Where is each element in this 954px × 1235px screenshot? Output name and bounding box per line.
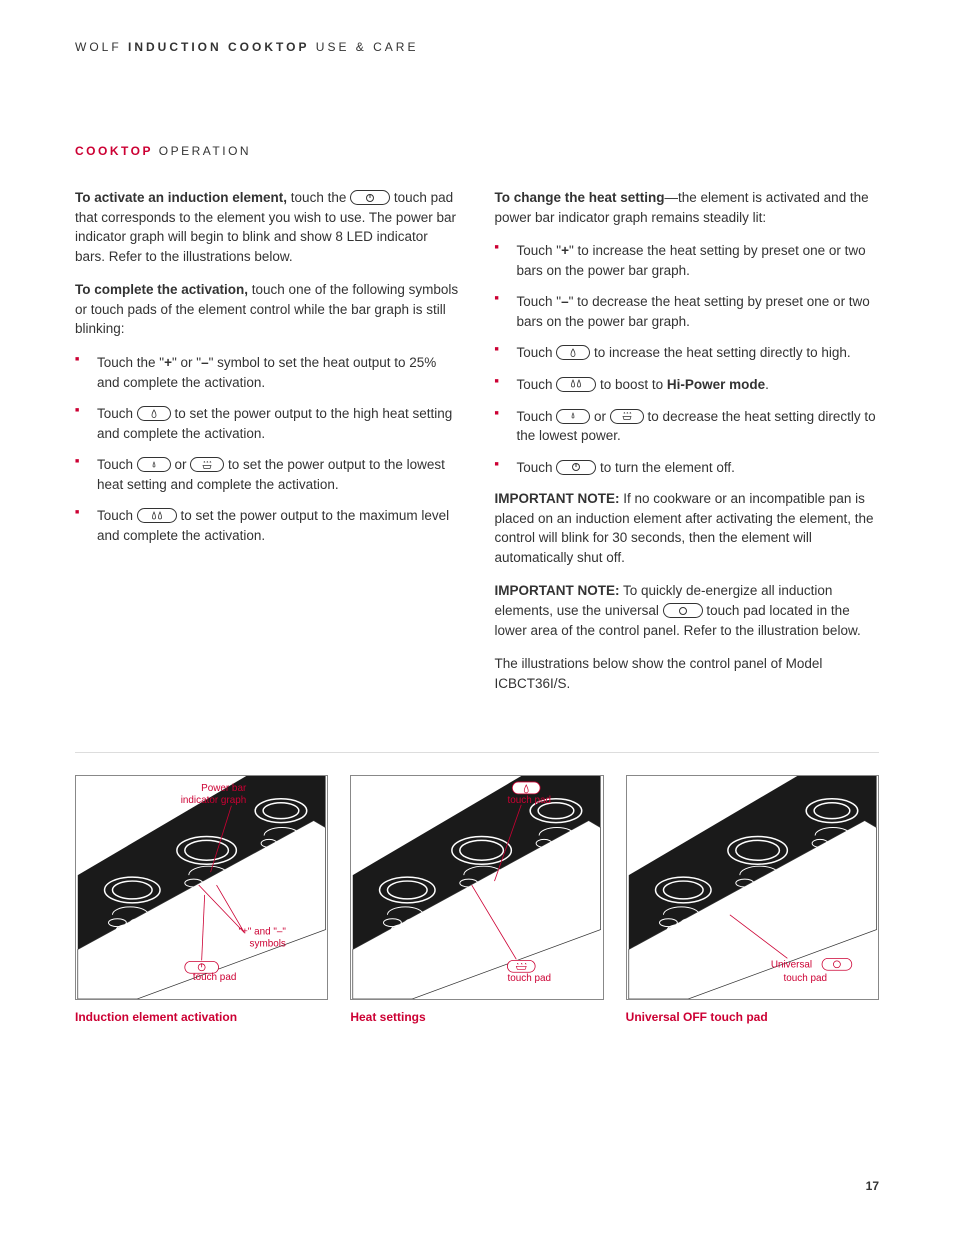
left-p2: To complete the activation, touch one of…: [75, 280, 460, 339]
header-suffix: USE & CARE: [309, 40, 418, 54]
left-li3: Touch or to set the power output to the …: [75, 455, 460, 494]
svg-text:touch pad: touch pad: [508, 973, 552, 984]
simmer-icon: [190, 457, 224, 472]
flame-hi-power-icon: [556, 377, 596, 392]
right-li2: Touch "–" to decrease the heat setting b…: [495, 292, 880, 331]
figure-3-caption: Universal OFF touch pad: [626, 1010, 879, 1024]
right-note1: IMPORTANT NOTE: If no cookware or an inc…: [495, 489, 880, 567]
page-header: WOLF INDUCTION COOKTOP USE & CARE: [75, 40, 879, 54]
figure-1: Power bar indicator graph "+" and "–" sy…: [75, 775, 328, 1024]
figure-3: Universal touch pad Universal OFF touch …: [626, 775, 879, 1024]
right-list: Touch "+" to increase the heat setting b…: [495, 241, 880, 477]
flame-low-icon: [137, 457, 171, 472]
left-p1-strong: To activate an induction element,: [75, 190, 287, 205]
power-on-icon: [350, 190, 390, 205]
svg-text:touch pad: touch pad: [783, 973, 827, 984]
svg-text:touch pad: touch pad: [193, 972, 237, 983]
left-p1: To activate an induction element, touch …: [75, 188, 460, 266]
power-on-icon: [556, 460, 596, 475]
figure-2: touch pad touch pad Heat settings: [350, 775, 603, 1024]
svg-text:Universal: Universal: [770, 960, 811, 971]
section-title-rest: OPERATION: [153, 144, 251, 158]
svg-text:Power bar: Power bar: [201, 783, 247, 794]
svg-text:touch pad: touch pad: [508, 795, 552, 806]
left-list: Touch the "+" or "–" symbol to set the h…: [75, 353, 460, 546]
right-note2: IMPORTANT NOTE: To quickly de-energize a…: [495, 581, 880, 640]
header-prefix: WOLF: [75, 40, 128, 54]
page-number: 17: [866, 1179, 879, 1193]
universal-off-icon: [663, 603, 703, 618]
simmer-icon: [610, 409, 644, 424]
right-li5: Touch or to decrease the heat setting di…: [495, 407, 880, 446]
flame-high-icon: [556, 345, 590, 360]
right-column: To change the heat setting—the element i…: [495, 188, 880, 707]
right-li4: Touch to boost to Hi-Power mode.: [495, 375, 880, 395]
right-p1-strong: To change the heat setting: [495, 190, 665, 205]
left-column: To activate an induction element, touch …: [75, 188, 460, 707]
left-li2: Touch to set the power output to the hig…: [75, 404, 460, 443]
flame-low-icon: [556, 409, 590, 424]
header-bold: INDUCTION COOKTOP: [128, 40, 309, 54]
figures-divider: [75, 752, 879, 753]
right-li1: Touch "+" to increase the heat setting b…: [495, 241, 880, 280]
figure-2-svg: touch pad touch pad: [350, 775, 603, 1000]
flame-hi-power-icon: [137, 508, 177, 523]
left-p2-strong: To complete the activation,: [75, 282, 248, 297]
left-p1-a: touch the: [287, 190, 350, 205]
right-li6: Touch to turn the element off.: [495, 458, 880, 478]
figure-3-svg: Universal touch pad: [626, 775, 879, 1000]
svg-text:"+" and "–": "+" and "–": [239, 927, 287, 938]
svg-text:symbols: symbols: [250, 939, 286, 950]
body-columns: To activate an induction element, touch …: [75, 188, 879, 707]
svg-text:indicator graph: indicator graph: [181, 795, 247, 806]
figure-2-caption: Heat settings: [350, 1010, 603, 1024]
left-li1: Touch the "+" or "–" symbol to set the h…: [75, 353, 460, 392]
right-p1: To change the heat setting—the element i…: [495, 188, 880, 227]
figures-row: Power bar indicator graph "+" and "–" sy…: [75, 775, 879, 1024]
left-li4: Touch to set the power output to the max…: [75, 506, 460, 545]
section-title-red: COOKTOP: [75, 144, 153, 158]
right-p-illus: The illustrations below show the control…: [495, 654, 880, 693]
flame-high-icon: [137, 406, 171, 421]
right-li3: Touch to increase the heat setting direc…: [495, 343, 880, 363]
section-title: COOKTOP OPERATION: [75, 144, 879, 158]
figure-1-svg: Power bar indicator graph "+" and "–" sy…: [75, 775, 328, 1000]
figure-1-caption: Induction element activation: [75, 1010, 328, 1024]
